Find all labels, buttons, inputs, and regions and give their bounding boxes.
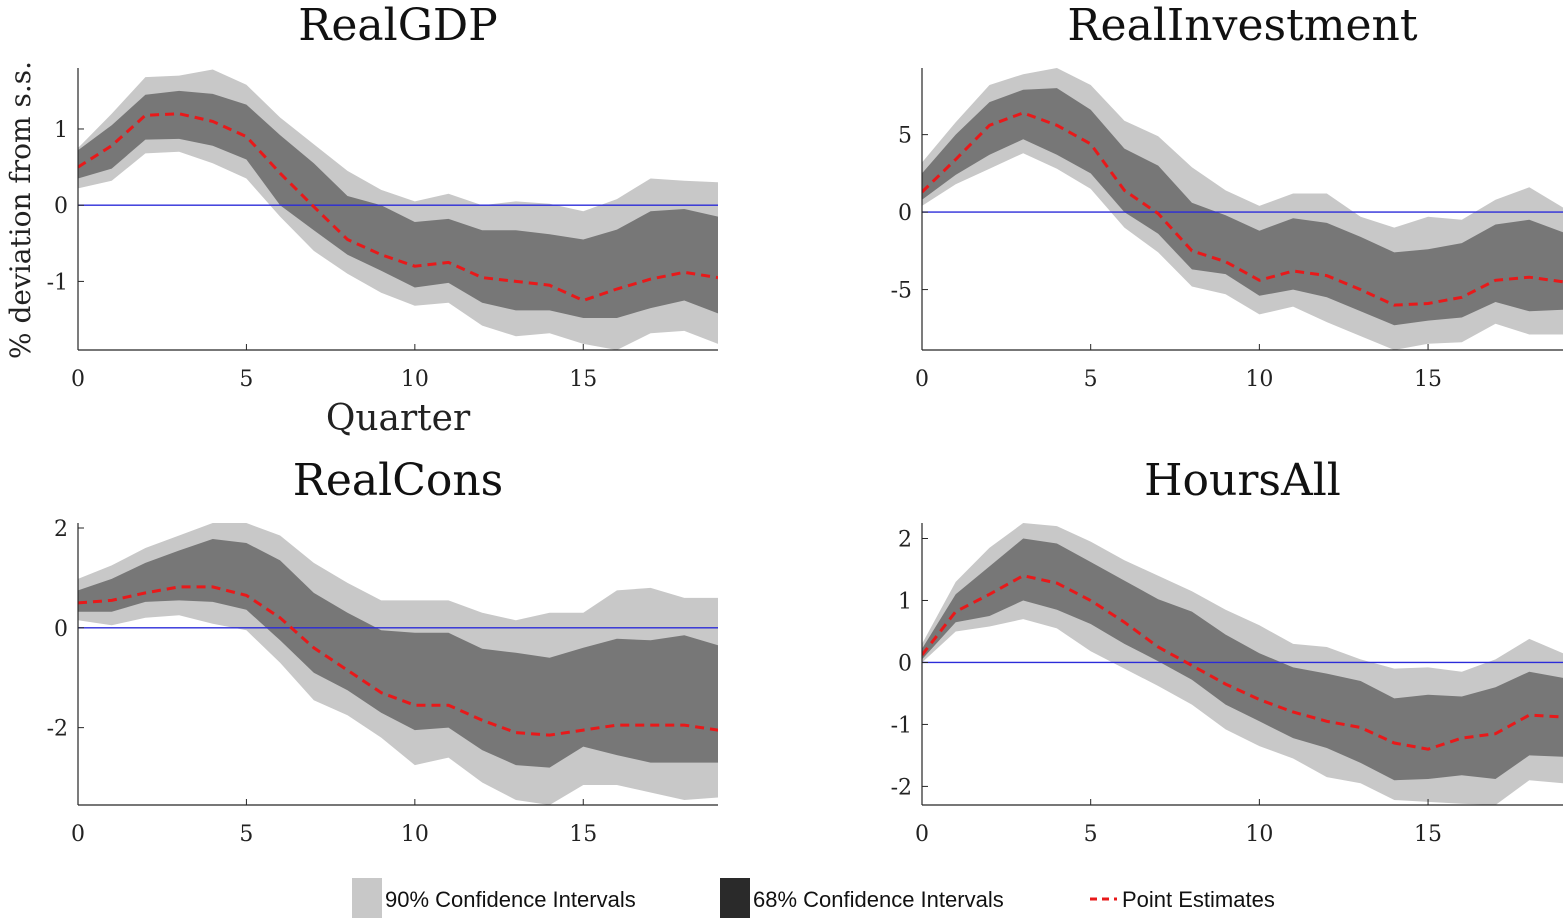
- x-tick-label: 0: [915, 822, 929, 847]
- x-tick-label: 10: [401, 367, 429, 392]
- plot-area: [922, 523, 1563, 805]
- x-tick-label: 5: [1084, 367, 1098, 392]
- point-estimate-line: [78, 585, 718, 737]
- legend-label-68: 68% Confidence Intervals: [753, 887, 1004, 912]
- y-tick-label: 0: [898, 201, 912, 226]
- x-tick-label: 15: [569, 367, 597, 392]
- panel-title: HoursAll: [1144, 455, 1341, 506]
- plot-area: [78, 523, 718, 805]
- panel-hoursall: 0 5 10 15 -2 -1 0 1 2 HoursAll: [891, 455, 1563, 847]
- x-tick-label: 10: [1245, 367, 1273, 392]
- plot-area: [922, 68, 1563, 350]
- y-tick-label: -2: [47, 717, 68, 742]
- point-estimate-line: [78, 112, 718, 303]
- point-estimate-line: [922, 574, 1563, 751]
- legend-swatch-68: [720, 878, 750, 918]
- panel-title: RealGDP: [298, 0, 498, 51]
- x-tick-label: 5: [239, 822, 253, 847]
- y-tick-label: 1: [898, 589, 912, 614]
- y-tick-label: -1: [47, 270, 68, 295]
- y-tick-label: 2: [54, 517, 68, 542]
- plot-area: [78, 69, 718, 350]
- x-tick-label: 15: [569, 822, 597, 847]
- panel-realcons: 0 5 10 15 -2 0 2 RealCons: [47, 455, 718, 847]
- y-tick-label: -5: [891, 279, 912, 304]
- x-tick-label: 0: [915, 367, 929, 392]
- band-68: [78, 539, 718, 768]
- x-tick-label: 0: [71, 822, 85, 847]
- legend: 90% Confidence Intervals 68% Confidence …: [352, 878, 1275, 918]
- point-estimate-line: [922, 111, 1563, 307]
- panel-title: RealInvestment: [1067, 0, 1417, 51]
- x-tick-label: 10: [1245, 822, 1273, 847]
- y-tick-label: -1: [891, 713, 912, 738]
- legend-label-point: Point Estimates: [1122, 887, 1275, 912]
- y-tick-label: 0: [898, 651, 912, 676]
- panel-realinvestment: 0 5 10 15 -5 0 5 RealInvestment: [891, 0, 1563, 392]
- y-tick-label: 2: [898, 527, 912, 552]
- band-68: [922, 538, 1563, 781]
- y-tick-label: -2: [891, 775, 912, 800]
- y-axis-label: % deviation from s.s.: [4, 61, 37, 359]
- panel-title: RealCons: [293, 455, 504, 506]
- x-tick-label: 15: [1414, 822, 1442, 847]
- x-tick-label: 10: [401, 822, 429, 847]
- y-tick-label: 0: [54, 617, 68, 642]
- x-tick-label: 5: [239, 367, 253, 392]
- x-axis-label: Quarter: [326, 398, 471, 439]
- panel-realgdp: 0 5 10 15 -1 0 1 RealGDP: [47, 0, 718, 392]
- y-tick-label: 5: [898, 124, 912, 149]
- y-tick-label: 1: [54, 118, 68, 143]
- legend-swatch-90: [352, 878, 382, 918]
- x-tick-label: 0: [71, 367, 85, 392]
- x-tick-label: 15: [1414, 367, 1442, 392]
- band-68: [78, 90, 718, 319]
- y-tick-label: 0: [54, 194, 68, 219]
- legend-label-90: 90% Confidence Intervals: [385, 887, 636, 912]
- x-tick-label: 5: [1084, 822, 1098, 847]
- band-68: [922, 88, 1563, 326]
